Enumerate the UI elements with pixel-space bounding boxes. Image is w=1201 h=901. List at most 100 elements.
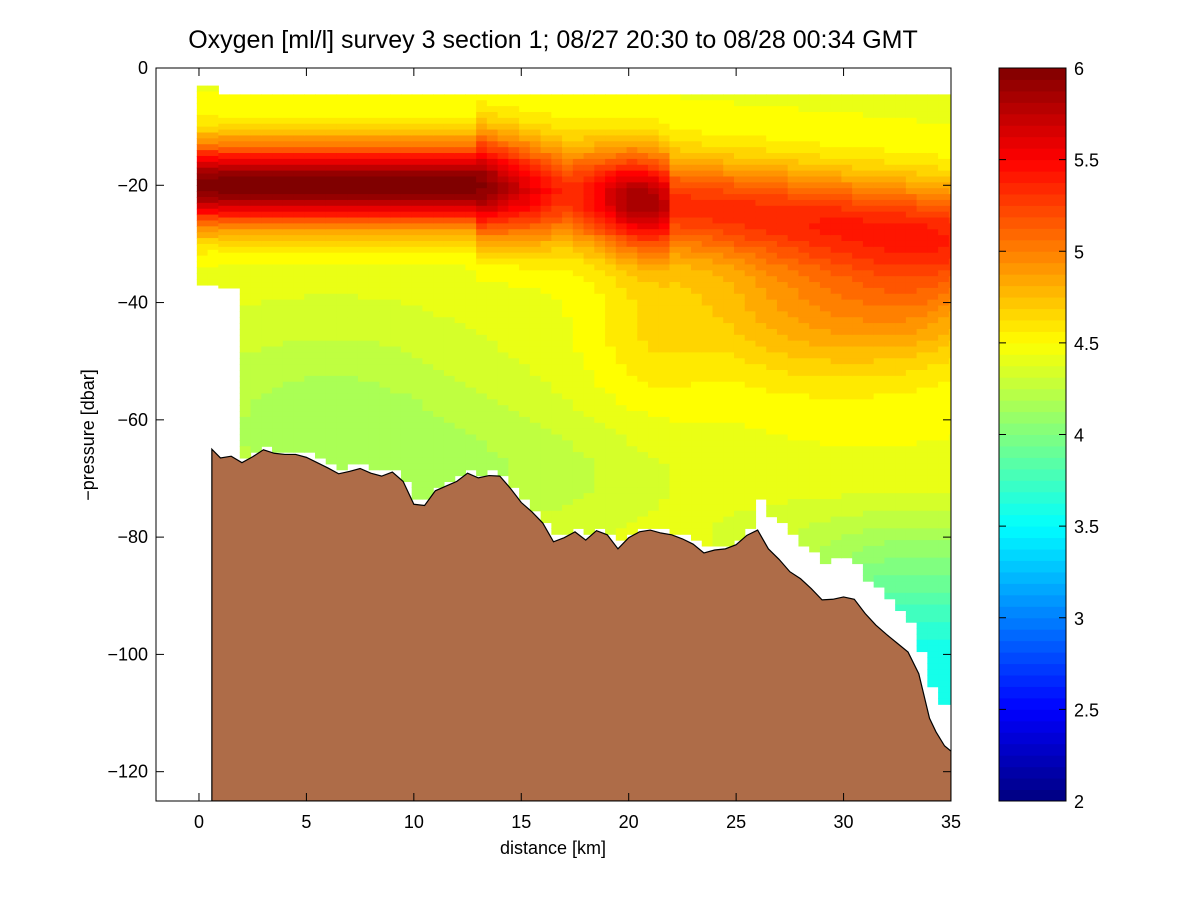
field-cell bbox=[680, 340, 692, 348]
field-cell bbox=[927, 135, 939, 142]
field-cell bbox=[357, 375, 370, 383]
field-cell bbox=[304, 305, 316, 312]
field-cell bbox=[723, 446, 735, 453]
field-cell bbox=[948, 129, 951, 137]
field-cell bbox=[755, 182, 767, 189]
field-cell bbox=[701, 540, 714, 547]
field-cell bbox=[465, 182, 477, 189]
field-cell bbox=[680, 100, 692, 107]
field-cell bbox=[809, 457, 821, 465]
field-cell bbox=[594, 123, 606, 131]
field-cell bbox=[368, 164, 381, 172]
field-cell bbox=[637, 299, 649, 307]
field-cell bbox=[261, 381, 273, 389]
field-cell bbox=[519, 246, 531, 254]
field-cell bbox=[895, 428, 907, 436]
field-cell bbox=[562, 287, 574, 295]
field-cell bbox=[862, 153, 875, 160]
field-cell bbox=[572, 182, 585, 189]
field-cell bbox=[443, 100, 456, 107]
field-cell bbox=[476, 364, 488, 371]
field-cell bbox=[798, 235, 810, 242]
field-cell bbox=[712, 235, 724, 242]
field-cell bbox=[443, 387, 456, 395]
field-cell bbox=[658, 510, 671, 518]
field-cell bbox=[938, 311, 950, 318]
field-cell bbox=[862, 164, 875, 172]
field-cell bbox=[497, 305, 509, 312]
field-cell bbox=[357, 229, 370, 236]
field-cell bbox=[862, 258, 875, 266]
field-cell bbox=[454, 106, 466, 113]
field-cell bbox=[250, 276, 262, 283]
field-cell bbox=[776, 370, 789, 377]
field-cell bbox=[927, 551, 939, 559]
field-cell bbox=[905, 194, 918, 201]
field-cell bbox=[336, 258, 348, 266]
field-cell bbox=[390, 176, 402, 183]
field-cell bbox=[486, 217, 499, 224]
field-cell bbox=[529, 493, 542, 500]
field-cell bbox=[648, 123, 660, 131]
field-cell bbox=[336, 452, 348, 459]
field-cell bbox=[551, 493, 563, 500]
field-cell bbox=[508, 305, 520, 312]
field-cell bbox=[852, 545, 864, 553]
field-cell bbox=[884, 311, 896, 318]
field-cell bbox=[540, 117, 552, 125]
field-cell bbox=[540, 387, 552, 395]
field-cell bbox=[658, 270, 671, 277]
field-cell bbox=[755, 428, 767, 436]
field-cell bbox=[379, 463, 391, 471]
field-cell bbox=[691, 528, 703, 535]
field-cell bbox=[529, 123, 542, 131]
field-cell bbox=[938, 129, 950, 137]
field-cell bbox=[948, 211, 951, 219]
field-cell bbox=[229, 194, 241, 201]
field-cell bbox=[347, 299, 359, 307]
field-cell bbox=[895, 287, 907, 295]
field-cell bbox=[454, 129, 466, 137]
field-cell bbox=[658, 340, 671, 348]
field-cell bbox=[852, 276, 864, 283]
field-cell bbox=[379, 117, 391, 125]
field-cell bbox=[712, 522, 724, 529]
field-cell bbox=[658, 317, 671, 324]
field-cell bbox=[347, 305, 359, 312]
field-cell bbox=[701, 346, 714, 353]
field-cell bbox=[798, 375, 810, 383]
field-cell bbox=[605, 463, 617, 471]
field-cell bbox=[229, 141, 241, 148]
field-cell bbox=[282, 340, 295, 348]
field-cell bbox=[830, 463, 843, 471]
field-cell bbox=[648, 176, 660, 183]
field-cell bbox=[701, 440, 714, 447]
field-cell bbox=[873, 428, 885, 436]
field-cell bbox=[723, 323, 735, 330]
field-cell bbox=[916, 106, 928, 113]
field-cell bbox=[454, 158, 466, 166]
field-cell bbox=[830, 534, 843, 541]
field-cell bbox=[895, 469, 907, 477]
field-cell bbox=[680, 364, 692, 371]
field-cell bbox=[916, 586, 928, 594]
field-cell bbox=[476, 311, 488, 318]
field-cell bbox=[411, 399, 424, 406]
field-cell bbox=[519, 182, 531, 189]
field-cell bbox=[605, 129, 617, 137]
field-cell bbox=[379, 346, 391, 353]
field-cell bbox=[282, 188, 295, 195]
field-cell bbox=[443, 305, 456, 312]
field-cell bbox=[873, 411, 885, 418]
field-cell bbox=[873, 223, 885, 230]
field-cell bbox=[508, 229, 520, 236]
field-cell bbox=[562, 305, 574, 312]
field-cell bbox=[272, 153, 284, 160]
field-cell bbox=[669, 111, 681, 119]
field-cell bbox=[712, 293, 724, 301]
field-cell bbox=[658, 416, 671, 424]
field-cell bbox=[357, 457, 370, 465]
field-cell bbox=[723, 334, 735, 342]
field-cell bbox=[218, 182, 230, 189]
field-cell bbox=[723, 475, 735, 483]
